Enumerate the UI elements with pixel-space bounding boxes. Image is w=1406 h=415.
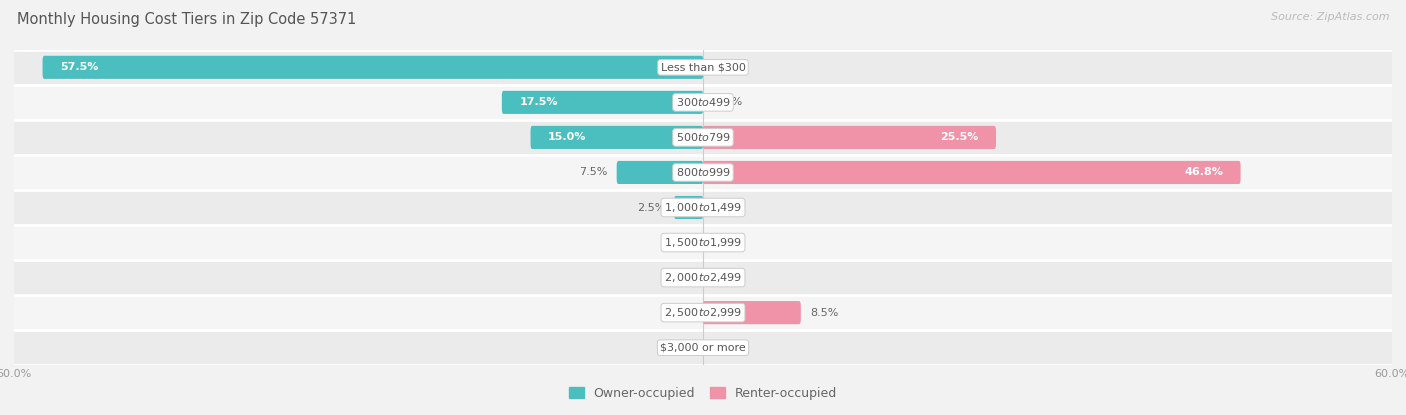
Bar bbox=[14, 120, 1392, 155]
Text: 0.0%: 0.0% bbox=[714, 273, 742, 283]
Text: Less than $300: Less than $300 bbox=[661, 62, 745, 72]
Bar bbox=[14, 330, 1392, 365]
FancyBboxPatch shape bbox=[617, 161, 703, 184]
FancyBboxPatch shape bbox=[703, 301, 801, 324]
Text: $2,500 to $2,999: $2,500 to $2,999 bbox=[664, 306, 742, 319]
Text: 8.5%: 8.5% bbox=[810, 308, 838, 317]
Text: 57.5%: 57.5% bbox=[60, 62, 98, 72]
Text: 17.5%: 17.5% bbox=[519, 98, 558, 107]
Text: 0.0%: 0.0% bbox=[664, 237, 692, 247]
Text: 0.0%: 0.0% bbox=[664, 273, 692, 283]
Text: $3,000 or more: $3,000 or more bbox=[661, 343, 745, 353]
FancyBboxPatch shape bbox=[703, 161, 1240, 184]
Bar bbox=[14, 85, 1392, 120]
Text: 0.0%: 0.0% bbox=[714, 98, 742, 107]
Text: 25.5%: 25.5% bbox=[941, 132, 979, 142]
Text: 7.5%: 7.5% bbox=[579, 168, 607, 178]
Text: $300 to $499: $300 to $499 bbox=[675, 96, 731, 108]
Text: $800 to $999: $800 to $999 bbox=[675, 166, 731, 178]
Text: 0.0%: 0.0% bbox=[714, 62, 742, 72]
Text: 0.0%: 0.0% bbox=[714, 343, 742, 353]
Legend: Owner-occupied, Renter-occupied: Owner-occupied, Renter-occupied bbox=[568, 387, 838, 400]
FancyBboxPatch shape bbox=[502, 91, 703, 114]
Text: $1,500 to $1,999: $1,500 to $1,999 bbox=[664, 236, 742, 249]
Text: $2,000 to $2,499: $2,000 to $2,499 bbox=[664, 271, 742, 284]
Bar bbox=[14, 260, 1392, 295]
Bar bbox=[14, 50, 1392, 85]
FancyBboxPatch shape bbox=[703, 126, 995, 149]
Bar bbox=[14, 225, 1392, 260]
Bar bbox=[14, 190, 1392, 225]
FancyBboxPatch shape bbox=[530, 126, 703, 149]
Bar bbox=[14, 295, 1392, 330]
Text: 46.8%: 46.8% bbox=[1184, 168, 1223, 178]
Text: Source: ZipAtlas.com: Source: ZipAtlas.com bbox=[1271, 12, 1389, 22]
Text: Monthly Housing Cost Tiers in Zip Code 57371: Monthly Housing Cost Tiers in Zip Code 5… bbox=[17, 12, 356, 27]
FancyBboxPatch shape bbox=[42, 56, 703, 79]
Text: 0.0%: 0.0% bbox=[714, 237, 742, 247]
Text: 0.0%: 0.0% bbox=[664, 308, 692, 317]
Text: 2.5%: 2.5% bbox=[637, 203, 665, 212]
Text: $500 to $799: $500 to $799 bbox=[675, 132, 731, 144]
Text: 0.0%: 0.0% bbox=[714, 203, 742, 212]
Text: $1,000 to $1,499: $1,000 to $1,499 bbox=[664, 201, 742, 214]
Text: 0.0%: 0.0% bbox=[664, 343, 692, 353]
Bar bbox=[14, 155, 1392, 190]
Text: 15.0%: 15.0% bbox=[548, 132, 586, 142]
FancyBboxPatch shape bbox=[673, 196, 703, 219]
